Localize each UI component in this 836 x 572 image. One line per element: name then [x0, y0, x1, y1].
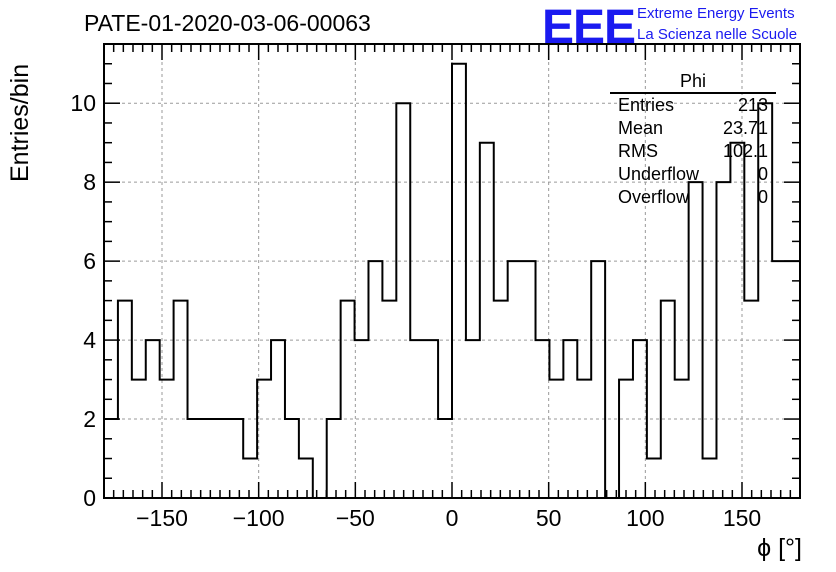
histogram-bin [201, 419, 215, 498]
eee-logo: EEE [542, 1, 636, 54]
x-tick-label: 100 [626, 505, 664, 531]
stats-label: Mean [618, 118, 664, 138]
stats-box: Phi Entries 213 Mean 23.71 RMS 102.1 Und… [610, 70, 776, 209]
histogram-bin [522, 261, 536, 498]
histogram-bin [368, 261, 382, 498]
x-axis-label: ϕ [°] [757, 534, 802, 562]
y-tick-label: 8 [83, 169, 96, 195]
histogram-bin [591, 261, 605, 498]
histogram-series [104, 62, 800, 499]
histogram-bin [716, 182, 730, 498]
histogram-bin [536, 340, 550, 498]
histogram-bin [675, 380, 689, 498]
histogram-bin [633, 340, 647, 498]
stats-value: 213 [737, 95, 768, 115]
stats-value: 0 [757, 164, 768, 184]
y-tick-label: 2 [83, 406, 96, 432]
y-axis-label: Entries/bin [6, 63, 34, 182]
histogram-bin [215, 419, 229, 498]
histogram-bin [257, 380, 271, 498]
y-tick-label: 4 [83, 327, 96, 353]
histogram-bin [174, 301, 188, 498]
logo-line-1: Extreme Energy Events [637, 5, 795, 22]
x-tick-label: −100 [233, 505, 285, 531]
y-tick-labels: 0 2 4 6 8 10 [70, 90, 96, 511]
histogram-bin [438, 419, 452, 498]
histogram-bin [341, 301, 355, 498]
x-tick-label: −150 [136, 505, 188, 531]
stats-box-title: Phi [610, 70, 776, 94]
stats-row: Mean 23.71 [610, 117, 776, 140]
histogram-bin [327, 419, 341, 498]
histogram-bin [466, 340, 480, 498]
x-tick-label: 150 [723, 505, 761, 531]
histogram-bin [410, 340, 424, 498]
histogram-bin [132, 380, 146, 498]
chart-title: PATE-01-2020-03-06-00063 [84, 10, 371, 36]
stats-label: Overflow [618, 187, 690, 207]
histogram-bin [271, 340, 285, 498]
stats-value: 23.71 [722, 118, 768, 138]
histogram-bin [396, 103, 410, 498]
logo-line-2: La Scienza nelle Scuole [637, 26, 798, 43]
histogram-outline [104, 62, 800, 499]
x-tick-labels: −150 −100 −50 0 50 100 150 [136, 505, 761, 531]
histogram-bin [577, 380, 591, 498]
histogram-bin [480, 143, 494, 498]
y-tick-label: 6 [83, 248, 96, 274]
histogram-bin [772, 261, 786, 498]
histogram-bin [494, 301, 508, 498]
stats-row: Overflow 0 [610, 186, 776, 209]
histogram-bin [703, 459, 717, 498]
x-tick-label: 0 [446, 505, 459, 531]
histogram-bin [647, 459, 661, 498]
histogram-bin [508, 261, 522, 498]
histogram-bin [382, 301, 396, 498]
histogram-bin [285, 419, 299, 498]
axis-ticks [104, 44, 800, 498]
histogram-bin [549, 380, 563, 498]
stats-label: Underflow [618, 164, 700, 184]
histogram-bin [424, 340, 438, 498]
stats-row: Entries 213 [610, 94, 776, 117]
histogram-bin [243, 459, 257, 498]
y-tick-label: 0 [83, 485, 96, 511]
histogram-bin [744, 301, 758, 498]
histogram-bin [661, 301, 675, 498]
histogram-bin [299, 459, 313, 498]
stats-row: RMS 102.1 [610, 140, 776, 163]
histogram-bin [118, 301, 132, 498]
histogram-bin [563, 340, 577, 498]
stats-value: 0 [757, 187, 768, 207]
histogram-bin [146, 340, 160, 498]
stats-label: RMS [618, 141, 658, 161]
histogram-bin [229, 419, 243, 498]
histogram-bin [355, 340, 369, 498]
stats-row: Underflow 0 [610, 163, 776, 186]
histogram-bin [689, 182, 703, 498]
x-tick-label: 50 [536, 505, 562, 531]
stats-label: Entries [618, 95, 675, 115]
histogram-bin [452, 64, 466, 498]
histogram-bin [188, 419, 202, 498]
histogram-bin [619, 380, 633, 498]
stats-value: 102.1 [722, 141, 768, 161]
y-tick-label: 10 [70, 90, 96, 116]
x-tick-label: −50 [336, 505, 375, 531]
histogram-bin [160, 380, 174, 498]
